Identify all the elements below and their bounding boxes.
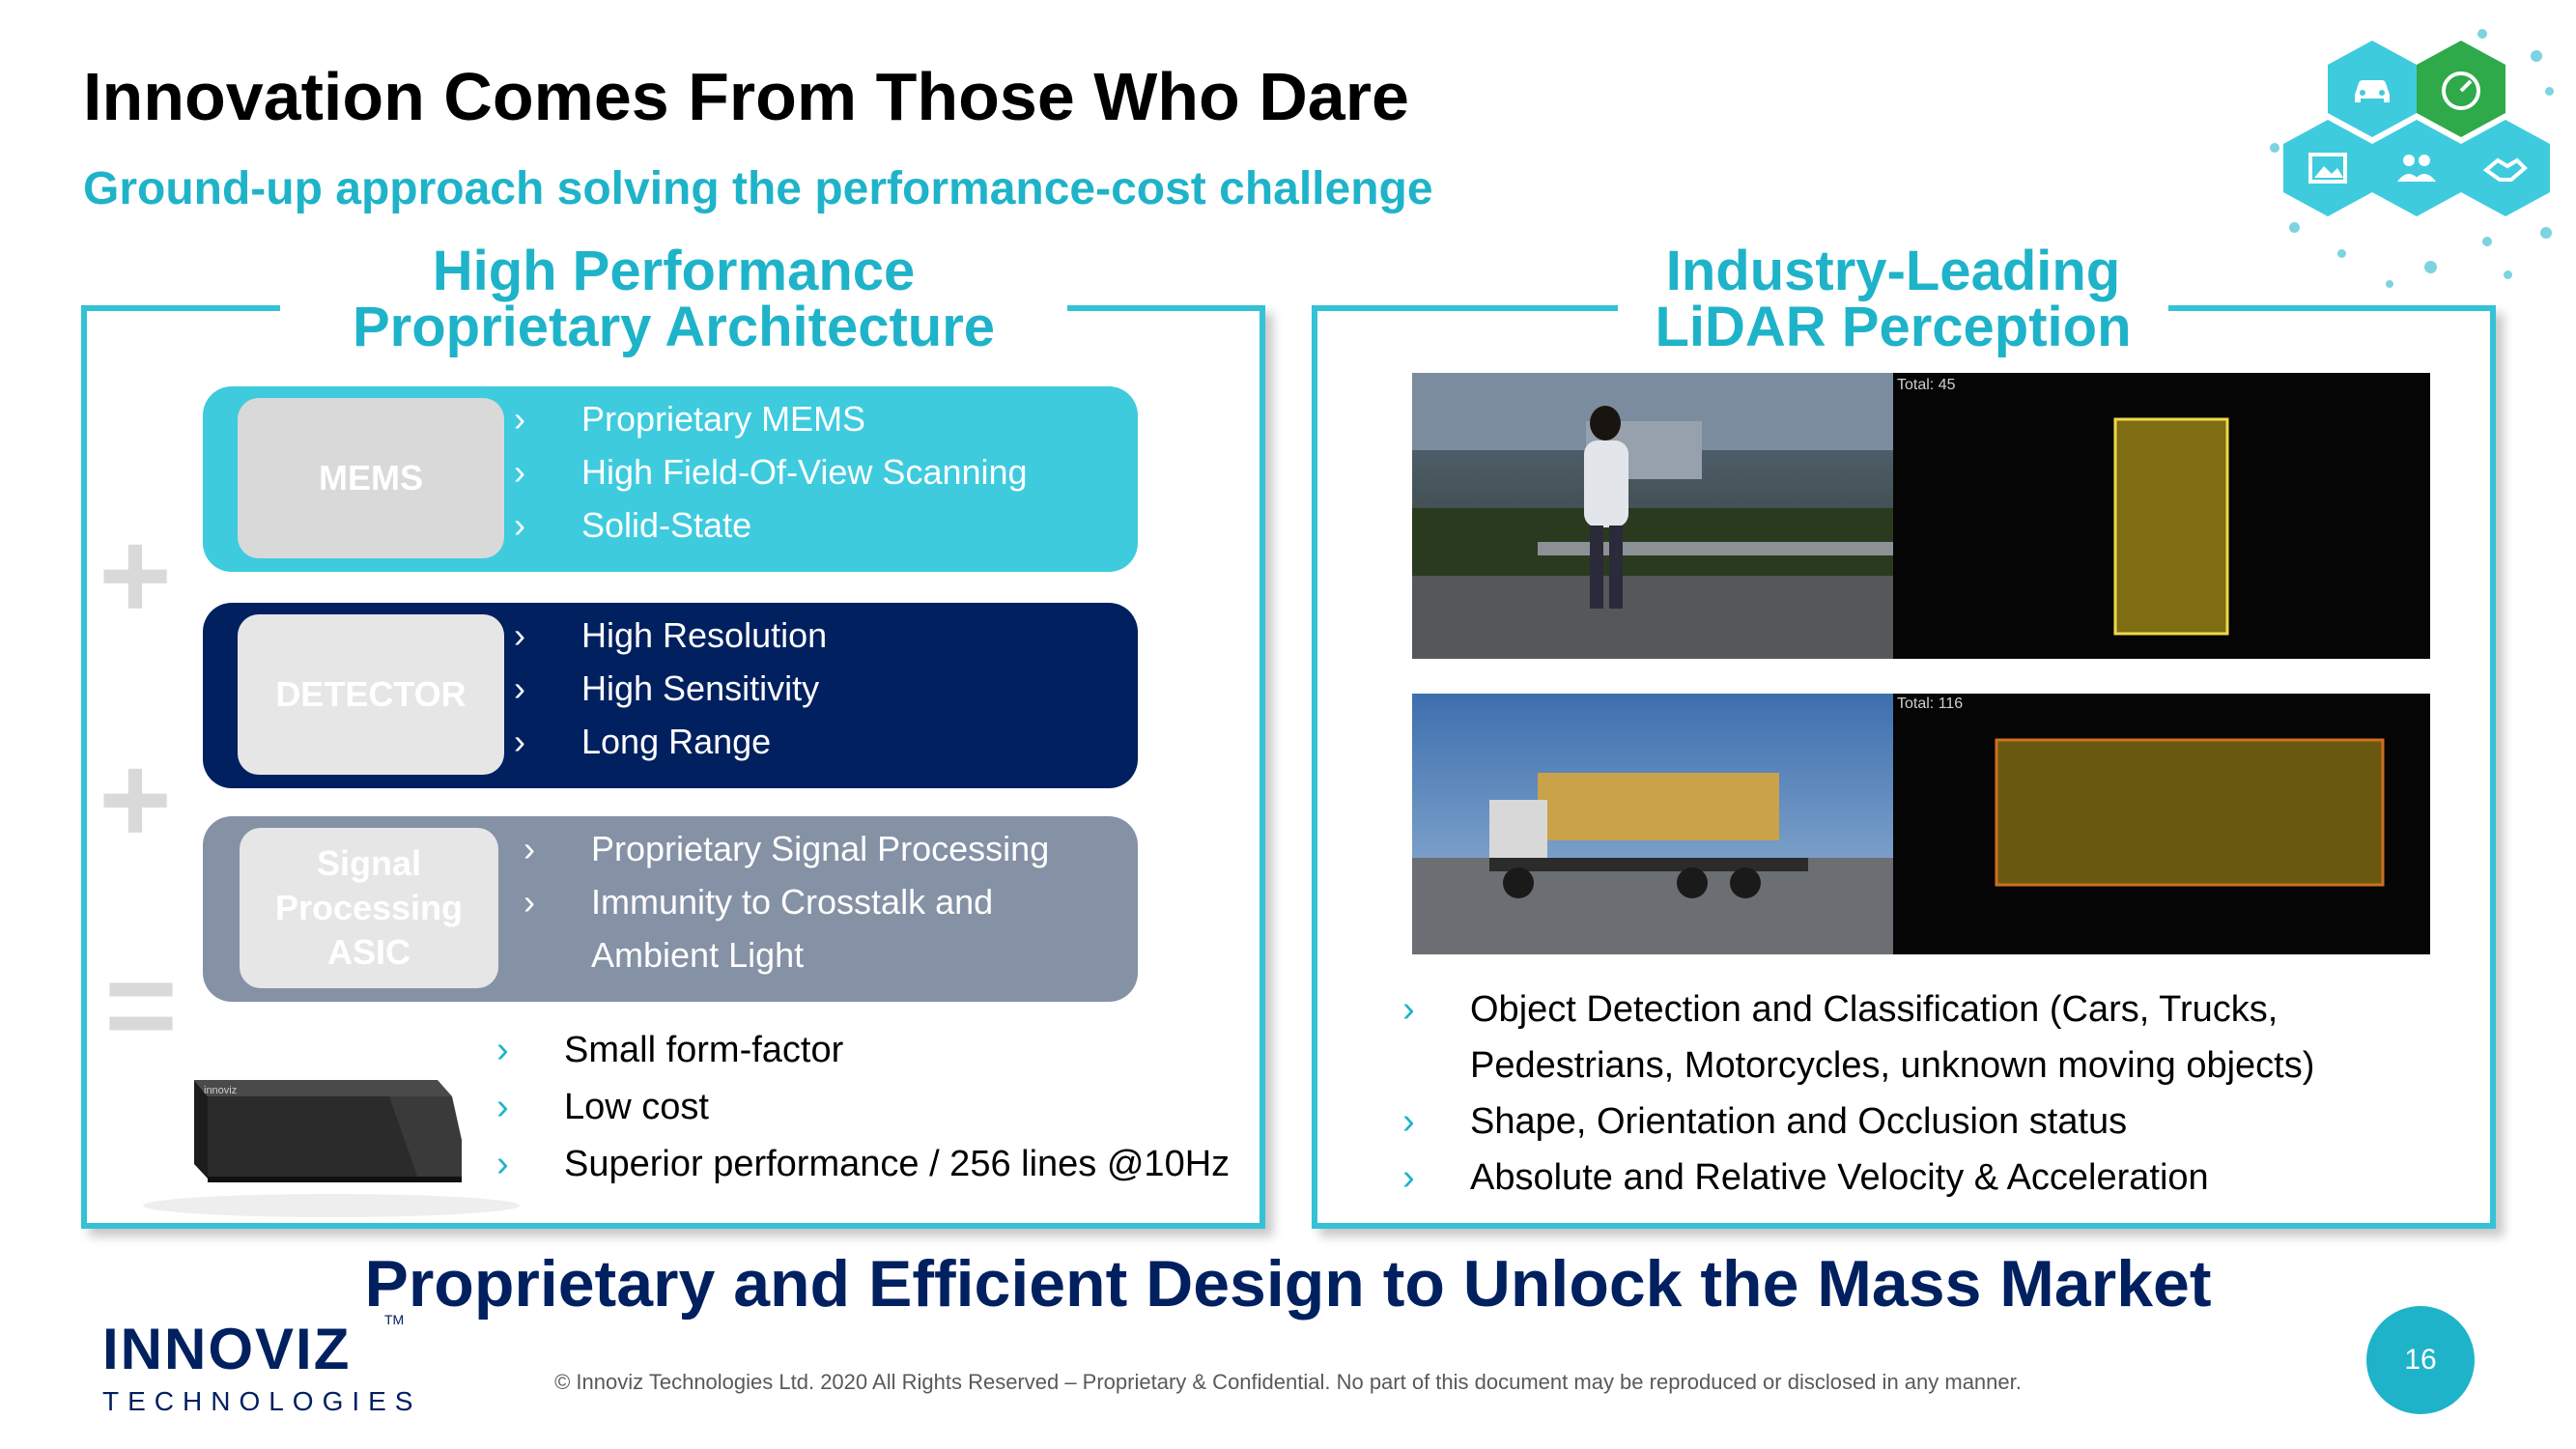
people-icon: [2372, 120, 2461, 216]
handshake-icon: [2461, 120, 2550, 216]
mems-features: Proprietary MEMS High Field-Of-View Scan…: [514, 392, 1028, 552]
decor-dot: [2337, 249, 2346, 258]
list-item: Superior performance / 256 lines @10Hz: [496, 1136, 1230, 1193]
plus-symbol: +: [99, 504, 172, 645]
plus-symbol: +: [99, 728, 172, 869]
signal-processing-block: Signal Processing ASIC Proprietary Signa…: [203, 816, 1138, 1002]
list-item: Shape, Orientation and Occlusion status: [1402, 1095, 2314, 1148]
decor-dot: [2545, 87, 2554, 96]
hexagon-decoration: [2250, 29, 2569, 290]
list-item: Low cost: [496, 1079, 1230, 1136]
product-points: Small form-factor Low cost Superior perf…: [496, 1022, 1230, 1193]
panel-title-line: Industry-Leading: [1665, 240, 2121, 302]
decor-dot: [2289, 222, 2300, 233]
decor-dot: [2540, 227, 2552, 239]
image-icon: [2283, 120, 2372, 216]
lidar-device-image: innoviz: [138, 1043, 524, 1217]
decor-dot: [2504, 270, 2512, 279]
list-item: High Resolution: [514, 609, 827, 662]
mems-block: MEMS Proprietary MEMS High Field-Of-View…: [203, 386, 1138, 572]
list-item: High Sensitivity: [514, 662, 827, 715]
list-item-continuation: Ambient Light: [591, 935, 805, 975]
label-line: Processing: [274, 888, 464, 927]
decor-dot: [2531, 50, 2542, 62]
detector-block: DETECTOR High Resolution High Sensitivit…: [203, 603, 1138, 788]
detector-label: DETECTOR: [238, 614, 504, 775]
list-item: Object Detection and Classification (Car…: [1402, 983, 2314, 1036]
innoviz-logo: INNOVIZ TECHNOLOGIES TM: [102, 1312, 422, 1422]
list-item: Long Range: [514, 715, 827, 768]
list-item: Absolute and Relative Velocity & Acceler…: [1402, 1151, 2314, 1204]
detector-features: High Resolution High Sensitivity Long Ra…: [514, 609, 827, 768]
page-number: 16: [2366, 1306, 2475, 1414]
panel-title-line: High Performance: [432, 240, 916, 302]
decor-dot: [2477, 29, 2487, 39]
panel-title-line: LiDAR Perception: [1655, 296, 2132, 358]
mems-label: MEMS: [238, 398, 504, 558]
logo-subtitle: TECHNOLOGIES: [102, 1386, 422, 1416]
list-item-continuation: Pedestrians, Motorcycles, unknown moving…: [1470, 1045, 2315, 1086]
signal-processing-label: Signal Processing ASIC: [240, 828, 498, 988]
signal-processing-features: Proprietary Signal Processing Immunity t…: [524, 822, 1049, 981]
perception-panel-title: Industry-Leading LiDAR Perception: [1618, 240, 2168, 358]
logo-wordmark: INNOVIZ: [102, 1317, 352, 1381]
tagline: Proprietary and Efficient Design to Unlo…: [364, 1247, 2212, 1321]
list-item: Proprietary Signal Processing: [524, 822, 1049, 875]
decor-dot: [2482, 237, 2492, 246]
list-item: Small form-factor: [496, 1022, 1230, 1079]
truck-lidar-image: Total: 116: [1412, 694, 2430, 954]
slide-subtitle: Ground-up approach solving the performan…: [83, 163, 1433, 214]
decor-dot: [2270, 143, 2279, 153]
speedometer-icon: [2417, 41, 2505, 137]
pedestrian-lidar-image: Total: 45: [1412, 373, 2430, 659]
decor-dot: [2424, 261, 2437, 273]
list-item: High Field-Of-View Scanning: [514, 445, 1028, 498]
equals-symbol: =: [104, 934, 178, 1075]
copyright-footer: © Innoviz Technologies Ltd. 2020 All Rig…: [554, 1370, 2022, 1394]
architecture-panel-title: High Performance Proprietary Architectur…: [280, 240, 1067, 358]
point-count-label: Total: 45: [1897, 377, 1956, 393]
device-brand: innoviz: [204, 1085, 237, 1096]
panel-title-line: Proprietary Architecture: [352, 296, 996, 358]
label-line: ASIC: [326, 932, 410, 972]
slide-title: Innovation Comes From Those Who Dare: [83, 59, 1409, 134]
decor-dot: [2386, 280, 2393, 288]
list-item: Immunity to Crosstalk and: [524, 875, 1049, 928]
label-line: Signal: [316, 843, 422, 883]
perception-points: Object Detection and Classification (Car…: [1402, 983, 2314, 1208]
list-item: Proprietary MEMS: [514, 392, 1028, 445]
car-icon: [2328, 41, 2417, 137]
list-item: Solid-State: [514, 498, 1028, 552]
logo-trademark: TM: [384, 1312, 405, 1327]
point-count-label: Total: 116: [1897, 696, 1964, 712]
